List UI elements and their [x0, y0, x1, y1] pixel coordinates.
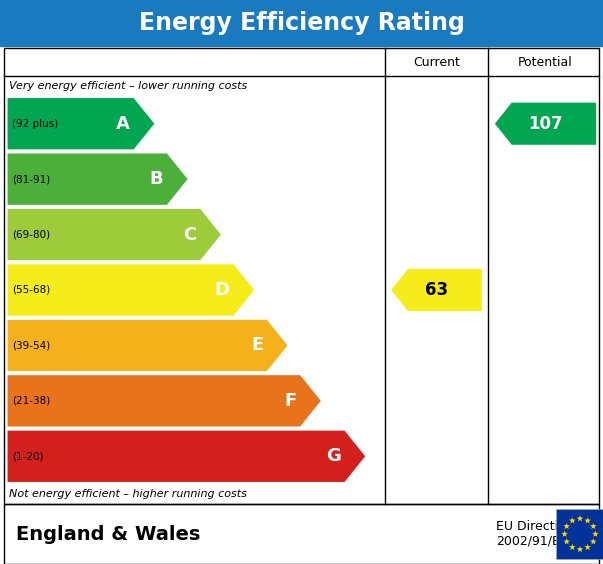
- Text: Energy Efficiency Rating: Energy Efficiency Rating: [139, 11, 464, 35]
- Polygon shape: [7, 319, 288, 372]
- Text: (55-68): (55-68): [12, 285, 50, 295]
- Text: D: D: [215, 281, 230, 299]
- Polygon shape: [563, 538, 570, 544]
- Text: E: E: [251, 337, 263, 354]
- Polygon shape: [495, 103, 596, 145]
- Text: Not energy efficient – higher running costs: Not energy efficient – higher running co…: [9, 489, 247, 499]
- Text: (1-20): (1-20): [12, 451, 43, 461]
- Bar: [0, 0, 603, 46]
- Polygon shape: [7, 264, 255, 316]
- Polygon shape: [563, 523, 570, 529]
- Polygon shape: [576, 546, 583, 552]
- Polygon shape: [584, 544, 591, 550]
- Text: 2002/91/EC: 2002/91/EC: [496, 535, 569, 548]
- Text: Current: Current: [413, 55, 460, 68]
- Polygon shape: [7, 374, 321, 427]
- Polygon shape: [7, 208, 221, 261]
- Polygon shape: [590, 538, 596, 544]
- Text: F: F: [284, 392, 297, 410]
- Text: (69-80): (69-80): [12, 230, 50, 240]
- Polygon shape: [576, 515, 583, 522]
- Polygon shape: [569, 544, 576, 550]
- Polygon shape: [7, 98, 155, 150]
- Polygon shape: [7, 430, 366, 482]
- Text: England & Wales: England & Wales: [16, 525, 200, 544]
- Bar: [4, 504, 599, 564]
- Polygon shape: [584, 517, 591, 523]
- Text: (92 plus): (92 plus): [12, 118, 58, 129]
- Bar: [556, 509, 603, 559]
- Bar: [4, 48, 599, 504]
- Text: (39-54): (39-54): [12, 341, 50, 350]
- Polygon shape: [569, 517, 576, 523]
- Text: B: B: [150, 170, 163, 188]
- Polygon shape: [7, 153, 188, 205]
- Text: C: C: [183, 226, 197, 244]
- Text: (21-38): (21-38): [12, 396, 50, 406]
- Polygon shape: [391, 269, 482, 311]
- Text: EU Directive: EU Directive: [496, 521, 573, 534]
- Text: Very energy efficient – lower running costs: Very energy efficient – lower running co…: [9, 81, 247, 91]
- Text: G: G: [326, 447, 341, 465]
- Text: A: A: [116, 114, 130, 133]
- Polygon shape: [592, 531, 599, 537]
- Text: Potential: Potential: [518, 55, 573, 68]
- Text: 63: 63: [425, 281, 448, 299]
- Text: (81-91): (81-91): [12, 174, 50, 184]
- Polygon shape: [561, 531, 568, 537]
- Polygon shape: [590, 523, 596, 529]
- Text: 107: 107: [528, 114, 563, 133]
